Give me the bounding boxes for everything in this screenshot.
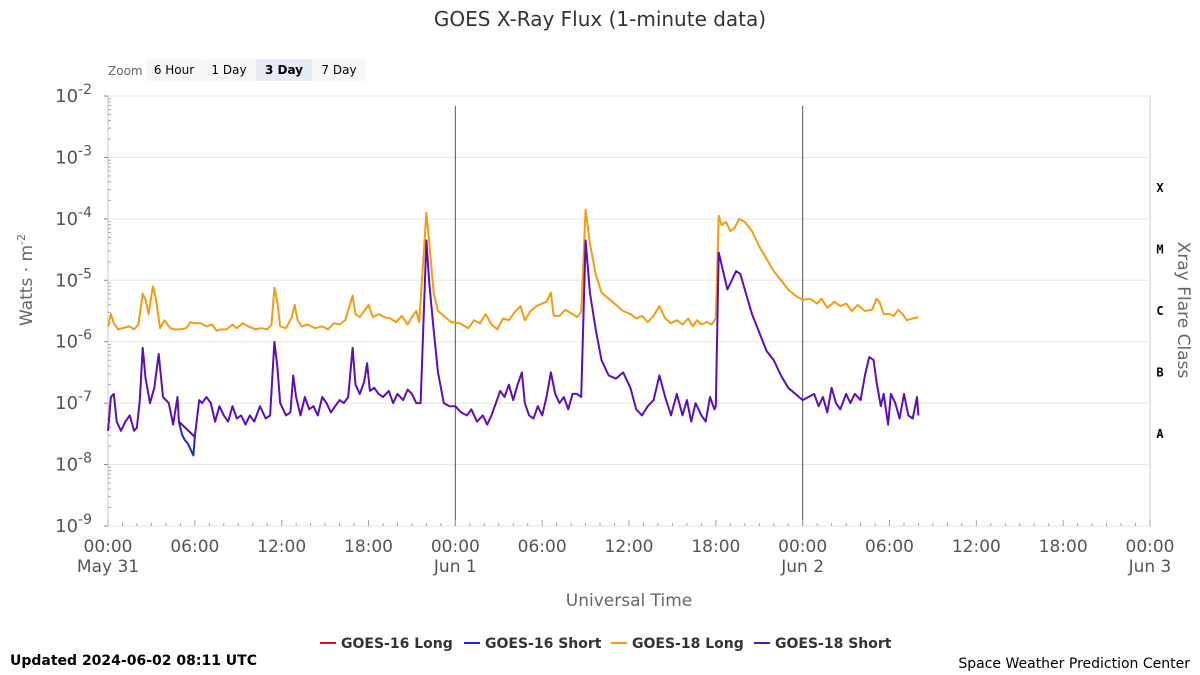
y-axis-title-text: Watts · m (17, 245, 37, 326)
legend-item[interactable]: GOES-18 Short (754, 636, 892, 652)
zoom-button-7-day[interactable]: 7 Day (312, 59, 366, 81)
legend-item[interactable]: GOES-16 Short (464, 636, 602, 652)
x-tick-date: Jun 1 (433, 557, 477, 577)
flare-class-x: X (1156, 181, 1164, 195)
zoom-button-label: 1 Day (211, 63, 246, 77)
x-tick-time: 06:00 (865, 537, 914, 557)
y-tick-label: 10-5 (55, 266, 92, 291)
x-tick-time: 18:00 (344, 537, 393, 557)
legend: GOES-16 Long GOES-16 Short GOES-18 Long GOE… (320, 636, 892, 652)
zoom-button-label: 7 Day (321, 63, 356, 77)
flare-class-m: M (1156, 243, 1163, 257)
zoom-button-bg (256, 59, 312, 81)
series-goes-18-short (107, 239, 920, 438)
updated-timestamp: Updated 2024-06-02 08:11 UTC (10, 653, 257, 669)
legend-label: GOES-16 Short (485, 636, 602, 652)
series-layer (107, 208, 920, 457)
flare-class-c: C (1156, 304, 1163, 318)
x-tick-time: 00:00 (84, 537, 133, 557)
legend-label: GOES-18 Short (775, 636, 892, 652)
x-tick-time: 12:00 (257, 537, 306, 557)
zoom-button-1-day[interactable]: 1 Day (202, 59, 256, 81)
series-goes-16-short (177, 421, 196, 457)
x-tick-date: May 31 (77, 557, 139, 577)
legend-label: GOES-18 Long (632, 636, 744, 652)
zoom-button-6-hour[interactable]: 6 Hour (146, 59, 202, 81)
x-tick-time: 06:00 (518, 537, 567, 557)
zoom-button-bg (202, 59, 256, 81)
zoom-button-bg (312, 59, 366, 81)
x-tick-time: 06:00 (170, 537, 219, 557)
y-axis: 10-2 10-3 10-4 10-5 10-6 10-7 10-8 10-9 (55, 82, 111, 537)
x-tick-time: 00:00 (1126, 537, 1175, 557)
zoom-button-label: 6 Hour (154, 63, 194, 77)
x-tick-time: 00:00 (431, 537, 480, 557)
x-tick-time: 18:00 (1039, 537, 1088, 557)
series-goes-18-long (107, 208, 919, 332)
x-tick-date: Jun 2 (780, 557, 824, 577)
x-axis-title: Universal Time (566, 591, 692, 611)
y-axis-title: Watts · m-2 (15, 234, 37, 326)
plot-border (107, 95, 1151, 527)
credit-text: Space Weather Prediction Center (958, 656, 1190, 672)
legend-item[interactable]: GOES-18 Long (611, 636, 744, 652)
x-tick-date: Jun 3 (1128, 557, 1172, 577)
chart-title: GOES X-Ray Flux (1-minute data) (434, 7, 766, 31)
plot-area (107, 95, 1151, 527)
y-tick-label: 10-9 (55, 512, 92, 537)
y-tick-label: 10-7 (55, 389, 92, 414)
y-tick-label: 10-3 (55, 143, 92, 168)
y-tick-label: 10-4 (55, 205, 92, 230)
zoom-button-label: 3 Day (265, 63, 303, 77)
zoom-button-bg (146, 59, 202, 81)
x-tick-time: 18:00 (691, 537, 740, 557)
x-tick-time: 12:00 (605, 537, 654, 557)
flare-class-b: B (1156, 365, 1163, 379)
y2-axis-title: Xray Flare Class (1173, 242, 1193, 379)
x-tick-time: 00:00 (778, 537, 827, 557)
legend-item[interactable]: GOES-16 Long (320, 636, 453, 652)
legend-label: GOES-16 Long (341, 636, 453, 652)
x-tick-time: 12:00 (952, 537, 1001, 557)
zoom-control: Zoom 6 Hour 1 Day 3 Day 7 Day (108, 59, 366, 81)
flare-class-a: A (1156, 427, 1164, 441)
y-tick-label: 10-6 (55, 328, 92, 353)
y-tick-label: 10-8 (55, 451, 92, 476)
y-tick-label: 10-2 (55, 82, 92, 107)
flare-class-axis: X M C B A (1156, 181, 1164, 441)
zoom-label: Zoom (108, 64, 143, 78)
zoom-button-3-day[interactable]: 3 Day (256, 59, 312, 81)
y-axis-title-sup: -2 (15, 234, 28, 245)
